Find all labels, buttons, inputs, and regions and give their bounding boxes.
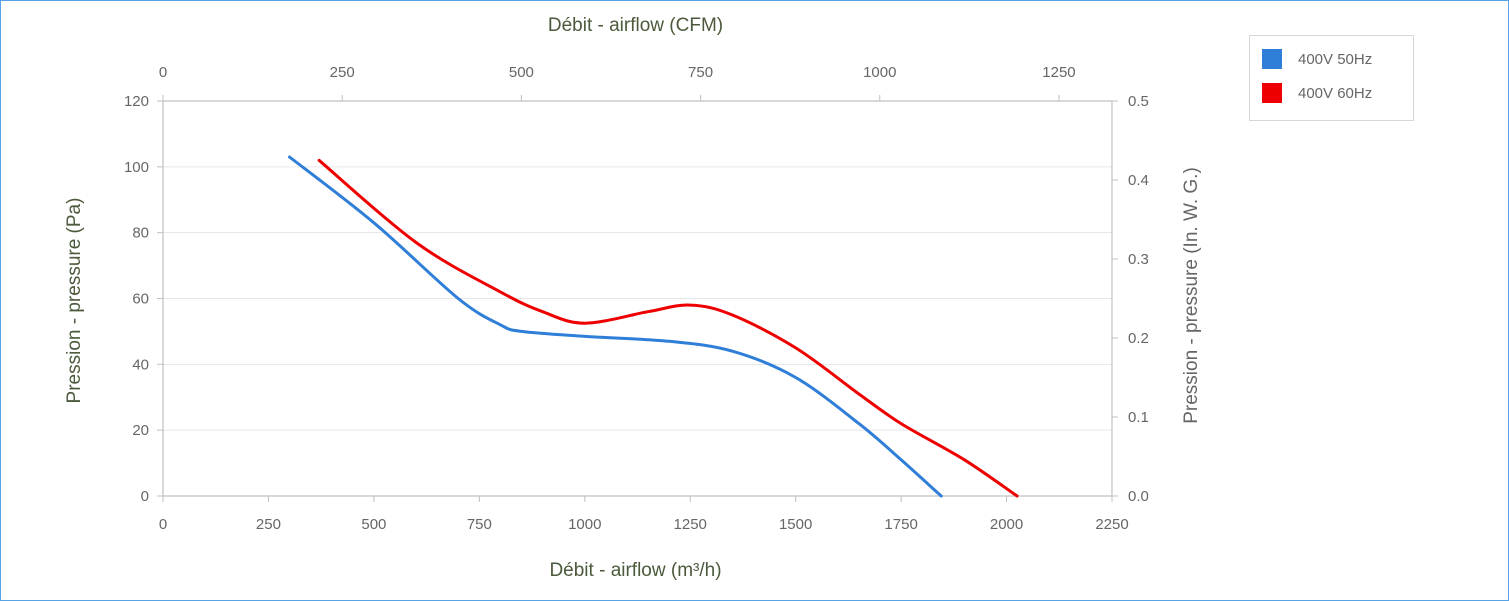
y-right-tick-label-2: 0.2 (1128, 330, 1149, 347)
x-top-tick-label-3: 750 (688, 64, 713, 81)
x-bottom-tick-label-1: 250 (256, 516, 281, 533)
x-top-tick-label-2: 500 (509, 64, 534, 81)
y-left-tick-label-6: 120 (124, 93, 149, 110)
legend-item-60hz[interactable]: 400V 60Hz (1262, 82, 1372, 104)
y-left-tick-label-5: 100 (124, 159, 149, 176)
x-top-tick-label-1: 250 (330, 64, 355, 81)
x-bottom-tick-label-8: 2000 (990, 516, 1023, 533)
legend-item-50hz[interactable]: 400V 50Hz (1262, 48, 1372, 70)
legend: 400V 50Hz 400V 60Hz (1249, 35, 1414, 121)
x-bottom-tick-label-5: 1250 (674, 516, 707, 533)
x-bottom-tick-label-6: 1500 (779, 516, 812, 533)
y-left-axis-title: Pression - pressure (Pa) (64, 198, 85, 404)
y-right-axis-title: Pression - pressure (In. W. G.) (1181, 167, 1202, 424)
y-left-tick-label-1: 20 (132, 422, 149, 439)
series-line-1 (317, 158, 1019, 498)
y-right-tick-label-1: 0.1 (1128, 409, 1149, 426)
y-right-tick-label-4: 0.4 (1128, 172, 1149, 189)
y-right-tick-label-3: 0.3 (1128, 251, 1149, 268)
legend-swatch-60hz (1262, 83, 1282, 103)
x-bottom-tick-label-0: 0 (159, 516, 167, 533)
y-right-tick-label-0: 0.0 (1128, 488, 1149, 505)
x-top-tick-label-4: 1000 (863, 64, 896, 81)
axes (157, 95, 1118, 502)
legend-label-60hz: 400V 60Hz (1298, 84, 1373, 102)
x-bottom-axis-title: Débit - airflow (m³/h) (549, 560, 721, 581)
x-bottom-tick-label-7: 1750 (884, 516, 917, 533)
y-left-tick-label-4: 80 (132, 225, 149, 242)
x-top-axis-title: Débit - airflow (CFM) (548, 15, 723, 36)
x-bottom-tick-label-3: 750 (467, 516, 492, 533)
x-bottom-tick-label-2: 500 (361, 516, 386, 533)
grid-lines (163, 100, 1112, 431)
x-bottom-tick-label-9: 2250 (1095, 516, 1128, 533)
x-top-tick-label-5: 1250 (1042, 64, 1075, 81)
legend-label-50hz: 400V 50Hz (1298, 50, 1373, 68)
y-left-tick-label-3: 60 (132, 291, 149, 308)
series-line-0 (288, 155, 943, 498)
legend-swatch-50hz (1262, 49, 1282, 69)
y-right-tick-label-5: 0.5 (1128, 93, 1149, 110)
y-left-tick-label-0: 0 (141, 488, 149, 505)
series-lines (288, 155, 1019, 498)
x-bottom-tick-label-4: 1000 (568, 516, 601, 533)
x-top-tick-label-0: 0 (159, 64, 167, 81)
y-left-tick-label-2: 40 (132, 356, 149, 373)
